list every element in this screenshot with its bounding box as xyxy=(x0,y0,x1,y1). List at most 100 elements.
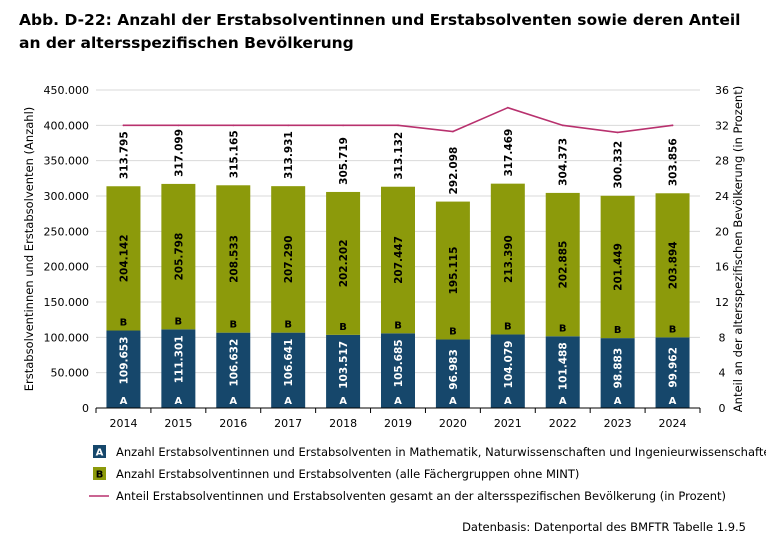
y2-tick-label: 32 xyxy=(715,119,729,132)
data-label-other: 202.202 xyxy=(338,239,350,287)
y2-tick-label: 20 xyxy=(715,225,729,238)
series-marker-b: B xyxy=(449,326,457,337)
series-marker-b: B xyxy=(284,320,292,331)
bar-mint xyxy=(106,330,141,408)
chart-title-line-2: an der altersspezifischen Bevölkerung xyxy=(19,34,354,52)
series-marker-a: A xyxy=(339,396,347,407)
data-label-total: 303.856 xyxy=(668,138,680,186)
share-line-point xyxy=(671,124,674,127)
gridlines xyxy=(96,89,700,374)
x-tick-label: 2021 xyxy=(494,417,522,430)
legend: A Anzahl Erstabsolventinnen und Erstabsol… xyxy=(89,445,766,503)
share-line-point xyxy=(506,106,509,109)
chart-canvas: 109.653204.142313.795AB111.301205.798317… xyxy=(22,84,766,503)
bar-other xyxy=(655,193,690,338)
legend-label-mint: Anzahl Erstabsolventinnen und Erstabsolv… xyxy=(116,445,766,459)
bar-other xyxy=(381,186,415,334)
y2-tick-label: 16 xyxy=(715,261,729,274)
y2-tick-label: 36 xyxy=(715,84,729,97)
share-line-point xyxy=(342,124,344,127)
data-label-total: 317.099 xyxy=(173,129,185,177)
y-tick-label: 200.000 xyxy=(44,261,90,274)
series-marker-b: B xyxy=(394,320,402,331)
bar-other xyxy=(161,183,196,330)
chart-title: Abb. D-22: Anzahl der Erstabsolventinnen… xyxy=(19,9,741,55)
bar-other xyxy=(216,185,251,333)
x-tick-label: 2014 xyxy=(109,417,137,430)
x-tick-label: 2018 xyxy=(329,417,357,430)
data-label-other: 205.798 xyxy=(173,233,185,281)
data-label-mint: 111.301 xyxy=(173,335,185,383)
series-marker-b: B xyxy=(120,318,128,329)
data-label-total: 313.132 xyxy=(393,132,405,180)
data-label-mint: 105.685 xyxy=(393,339,405,387)
series-marker-b: B xyxy=(504,321,512,332)
series-marker-a: A xyxy=(449,396,457,407)
series-marker-b: B xyxy=(559,323,567,334)
series-marker-a: A xyxy=(614,396,622,407)
x-tick-label: 2024 xyxy=(659,417,687,430)
data-label-total: 315.165 xyxy=(228,130,240,178)
x-tick-label: 2023 xyxy=(604,417,632,430)
legend-swatch-mint xyxy=(93,445,106,458)
bar-other xyxy=(326,191,361,335)
data-label-other: 201.449 xyxy=(613,243,625,291)
y-axis-label: Erstabsolventinnen und Erstabsolventen (… xyxy=(22,107,36,392)
data-label-mint: 103.517 xyxy=(338,341,350,389)
y2-tick-label: 0 xyxy=(719,402,726,415)
legend-marker-b: B xyxy=(96,470,104,481)
series-marker-b: B xyxy=(229,320,237,331)
series-marker-b: B xyxy=(614,325,622,336)
x-tick-label: 2015 xyxy=(164,417,192,430)
x-tick-label: 2016 xyxy=(219,417,247,430)
bar-other xyxy=(600,195,635,339)
data-label-total: 292.098 xyxy=(448,147,460,195)
share-line-path xyxy=(123,106,673,134)
share-line-point xyxy=(177,124,180,127)
bar-mint xyxy=(216,332,251,408)
bar-other xyxy=(435,201,470,340)
chart-title-line-1: Abb. D-22: Anzahl der Erstabsolventinnen… xyxy=(19,11,741,29)
series-marker-a: A xyxy=(120,396,128,407)
y-tick-label: 100.000 xyxy=(44,331,90,344)
share-line-point xyxy=(616,131,619,134)
y2-axis-label: Anteil an der altersspezifischen Bevölke… xyxy=(731,86,745,412)
bar-mint xyxy=(490,334,525,408)
data-label-other: 203.894 xyxy=(668,241,680,289)
bar-mint xyxy=(655,337,690,408)
x-tick-label: 2019 xyxy=(384,417,412,430)
y-tick-label: 400.000 xyxy=(44,119,90,132)
series-marker-a: A xyxy=(284,396,292,407)
share-line-point xyxy=(287,124,290,127)
share-line-point xyxy=(397,124,399,127)
data-label-mint: 106.632 xyxy=(228,339,240,387)
data-label-mint: 104.079 xyxy=(503,341,515,389)
data-label-other: 195.115 xyxy=(448,247,460,295)
y2-tick-label: 8 xyxy=(719,331,726,344)
y-tick-label: 50.000 xyxy=(51,367,90,380)
legend-marker-a: A xyxy=(96,448,104,459)
data-label-mint: 106.641 xyxy=(283,339,295,387)
series-marker-a: A xyxy=(229,396,237,407)
data-label-other: 204.142 xyxy=(118,234,130,282)
share-line-point xyxy=(452,130,454,133)
data-label-total: 317.469 xyxy=(503,129,515,177)
y2-tick-label: 4 xyxy=(719,367,726,380)
y-tick-label: 150.000 xyxy=(44,296,90,309)
data-label-mint: 98.883 xyxy=(613,348,625,389)
data-label-other: 207.447 xyxy=(393,236,405,284)
legend-label-line: Anteil Erstabsolventinnen und Erstabsolv… xyxy=(116,489,726,503)
data-label-mint: 101.488 xyxy=(558,342,570,390)
bar-mint xyxy=(161,329,196,408)
series-marker-a: A xyxy=(504,396,512,407)
data-label-other: 207.290 xyxy=(283,235,295,283)
share-line-point xyxy=(232,124,235,127)
bar-mint xyxy=(326,334,361,408)
data-label-mint: 109.653 xyxy=(118,337,130,385)
share-line xyxy=(122,106,674,134)
x-tick-label: 2017 xyxy=(274,417,302,430)
data-label-mint: 96.983 xyxy=(448,349,460,390)
share-line-point xyxy=(561,124,564,127)
axes: 0 50.000 100.000 150.000 200.000 250.000 300.0… xyxy=(22,84,745,430)
data-label-total: 313.931 xyxy=(283,131,295,179)
